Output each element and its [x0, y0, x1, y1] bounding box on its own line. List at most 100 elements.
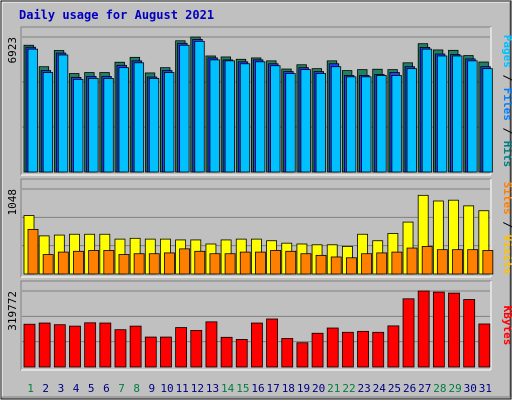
kbytes-bar — [205, 321, 218, 368]
sites-bar — [270, 250, 281, 275]
sites-bar — [164, 252, 175, 275]
kbytes-bar — [23, 323, 36, 368]
series-label-part: / — [501, 215, 512, 235]
sites-bar — [42, 254, 54, 275]
kbytes-bar — [341, 331, 354, 368]
x-tick-label: 17 — [267, 382, 280, 395]
panel-top: 6923 Pages / Files / Hits — [6, 26, 512, 176]
kbytes-bar — [190, 329, 203, 368]
x-tick-label: 20 — [312, 382, 325, 395]
x-tick-label: 1 — [27, 382, 34, 395]
x-tick-label: 19 — [297, 382, 310, 395]
kbytes-bar — [251, 322, 263, 368]
x-tick-label: 6 — [103, 382, 110, 395]
sites-bar — [88, 250, 100, 275]
series-label-part: Hits — [501, 141, 512, 168]
sites-bar — [391, 251, 403, 275]
kbytes-bar — [114, 329, 127, 368]
kbytes-bar — [311, 332, 324, 368]
series-label-part: / — [501, 68, 512, 88]
x-tick-label: 15 — [236, 382, 249, 395]
kbytes-bar — [38, 322, 51, 368]
panel-top-ymax-label: 6923 — [6, 37, 19, 64]
kbytes-bar — [266, 318, 278, 368]
sites-bar — [148, 253, 160, 275]
pages-bar — [315, 73, 326, 173]
x-axis: 1 2 3 4 5 6 7 8 9 10 11 12 13 14 15 16 17 18 19 20 21 22 23 24 2… — [27, 382, 492, 395]
pages-bar — [118, 67, 129, 173]
x-tick-label: 25 — [388, 382, 401, 395]
kbytes-bar — [372, 331, 385, 368]
kbytes-bar — [326, 327, 339, 368]
pages-bar — [194, 40, 205, 173]
pages-bar — [73, 78, 84, 173]
x-tick-label: 13 — [206, 382, 219, 395]
kbytes-bar — [53, 324, 66, 368]
x-tick-label: 7 — [118, 382, 125, 395]
kbytes-bar — [463, 299, 476, 368]
panel-middle: 1048 Sites / Visits — [6, 178, 512, 278]
x-tick-label: 16 — [251, 382, 264, 395]
series-pages — [27, 40, 493, 173]
chart-title: Daily usage for August 2021 — [19, 8, 214, 22]
sites-bar — [133, 253, 145, 275]
pages-bar — [406, 68, 417, 173]
x-tick-label: 29 — [448, 382, 461, 395]
sites-bar — [345, 257, 357, 275]
pages-bar — [300, 69, 311, 173]
kbytes-bar — [448, 292, 460, 368]
kbytes-bar — [144, 336, 157, 368]
x-tick-label: 3 — [58, 382, 65, 395]
series-sites — [27, 228, 494, 275]
kbytes-bar — [69, 325, 81, 368]
sites-bar — [315, 254, 327, 275]
sites-bar — [452, 249, 463, 275]
kbytes-bar — [220, 336, 233, 368]
pages-bar — [482, 68, 493, 173]
kbytes-bar — [417, 290, 430, 368]
sites-bar — [179, 248, 191, 275]
x-tick-label: 18 — [282, 382, 295, 395]
kbytes-bar — [160, 336, 172, 368]
pages-bar — [88, 77, 99, 173]
sites-bar — [255, 251, 266, 275]
pages-bar — [436, 55, 448, 173]
x-tick-label: 11 — [176, 382, 189, 395]
kbytes-bar — [357, 330, 369, 368]
kbytes-bar — [281, 338, 294, 368]
pages-bar — [285, 73, 296, 173]
panel-bottom-series-label: KBytes — [501, 306, 512, 346]
pages-bar — [148, 77, 160, 173]
kbytes-bar — [387, 325, 400, 368]
panel-bottom: 319772 KBytes — [6, 280, 512, 371]
x-tick-label: 26 — [403, 382, 416, 395]
sites-bar — [194, 250, 206, 275]
pages-bar — [209, 59, 220, 173]
panel-bottom-ymax-label: 319772 — [6, 291, 19, 331]
pages-bar — [103, 77, 114, 173]
x-tick-label: 2 — [42, 382, 49, 395]
pages-bar — [133, 62, 145, 173]
pages-bar — [179, 44, 190, 173]
pages-bar — [376, 75, 387, 173]
x-tick-label: 12 — [191, 382, 204, 395]
sites-bar — [376, 252, 388, 275]
x-tick-label: 14 — [221, 382, 235, 395]
pages-bar — [255, 61, 266, 173]
chart-panels: 6923 Pages / Files / Hits 1048 Sites / Visi… — [6, 26, 512, 371]
pages-bar — [270, 65, 281, 173]
pages-bar — [452, 55, 463, 173]
kbytes-bar — [432, 291, 445, 368]
x-tick-label: 8 — [133, 382, 140, 395]
x-tick-label: 4 — [73, 382, 80, 395]
sites-bar — [118, 254, 130, 275]
pages-bar — [361, 76, 372, 173]
sites-bar — [224, 253, 236, 275]
sites-bar — [330, 256, 342, 275]
x-tick-label: 24 — [373, 382, 387, 395]
series-kbytes — [23, 290, 491, 368]
x-tick-label: 31 — [479, 382, 492, 395]
pages-bar — [345, 76, 357, 173]
pages-bar — [239, 63, 251, 173]
